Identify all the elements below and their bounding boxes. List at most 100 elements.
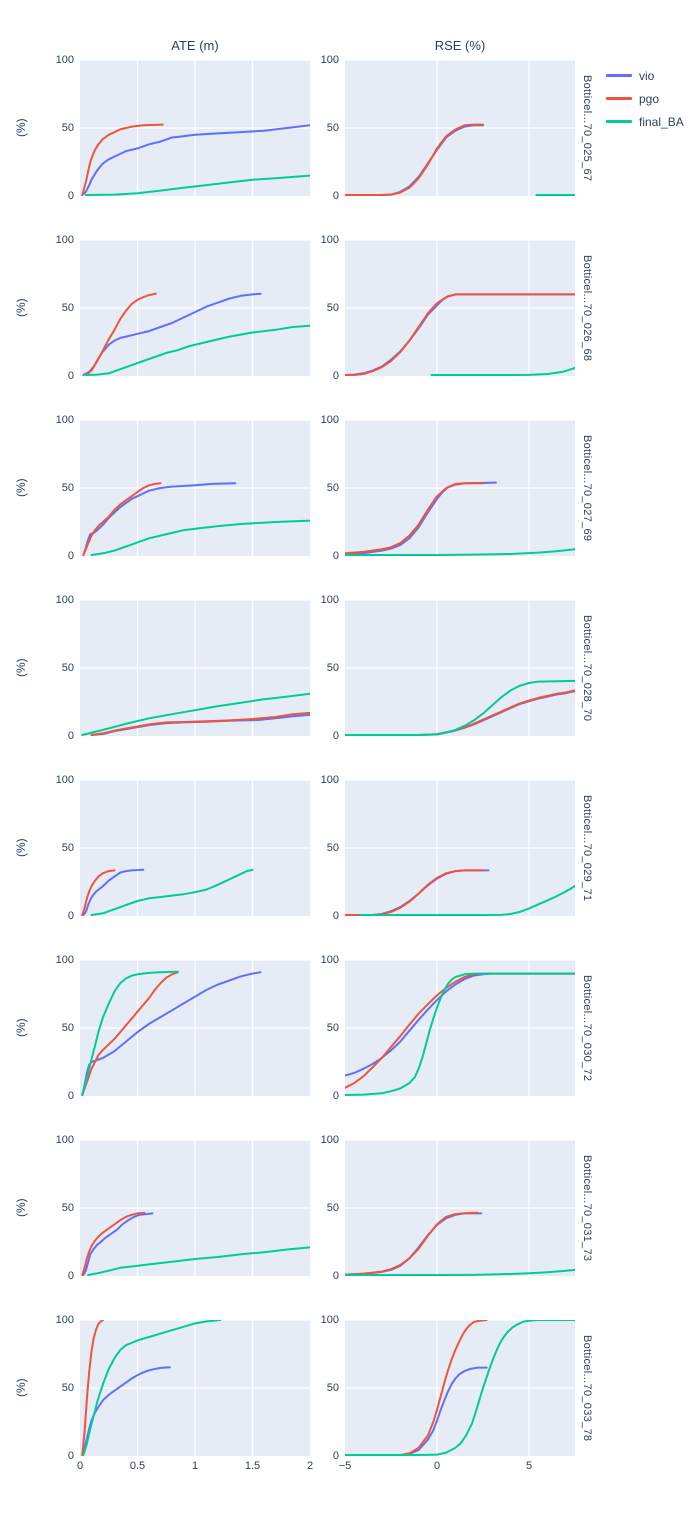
curve-pgo bbox=[345, 123, 484, 196]
legend-item-pgo[interactable]: pgo bbox=[606, 87, 684, 110]
x-tick-label: 1.5 bbox=[244, 1460, 261, 1472]
ate-plot-area bbox=[80, 960, 310, 1096]
curve-final_BA bbox=[345, 548, 575, 556]
row-label: Botticel...70_033_78 bbox=[581, 1334, 593, 1442]
subplot-rse-row6: 0 50 100 bbox=[321, 954, 575, 1102]
y-tick-label: 0 bbox=[67, 550, 74, 562]
curve-pgo bbox=[82, 482, 162, 556]
rse-plot-area bbox=[345, 600, 575, 736]
curve-vio bbox=[82, 292, 262, 376]
curve-pgo bbox=[81, 869, 116, 916]
curve-vio bbox=[82, 482, 237, 556]
y-tick-label: 100 bbox=[55, 954, 74, 966]
curve-final_BA bbox=[358, 885, 575, 916]
curve-pgo bbox=[345, 1211, 479, 1276]
legend: vio pgo final_BA bbox=[606, 64, 684, 133]
curve-final_BA bbox=[345, 1320, 575, 1456]
rse-plot-area bbox=[345, 1320, 575, 1456]
y-axis-title: (%) bbox=[14, 838, 28, 858]
subplot-rse-row3: 0 50 100 bbox=[321, 414, 575, 562]
y-tick-label: 100 bbox=[55, 594, 74, 606]
subplot-rse-row2: 0 50 100 bbox=[321, 234, 575, 382]
y-axis-title: (%) bbox=[14, 478, 28, 498]
y-tick-label: 50 bbox=[61, 842, 74, 854]
y-axis-title: (%) bbox=[14, 1378, 28, 1398]
legend-line-swatch-pgo bbox=[606, 97, 632, 100]
subplot-ate-row6: 0 50 100 bbox=[56, 954, 310, 1102]
row-label: Botticel...70_027_69 bbox=[581, 434, 593, 542]
legend-label-pgo: pgo bbox=[639, 91, 660, 106]
rse-plot-area bbox=[345, 420, 575, 556]
ate-plot-area bbox=[80, 780, 310, 916]
legend-label-vio: vio bbox=[639, 68, 655, 83]
subplot-ate-row3: 0 50 100 bbox=[56, 414, 310, 562]
subplot-rse-row4: 0 50 100 bbox=[321, 594, 575, 742]
y-tick-label: 0 bbox=[332, 910, 339, 922]
y-tick-label: 50 bbox=[326, 482, 339, 494]
y-tick-label: 100 bbox=[55, 1314, 74, 1326]
subplot-ate-row2: 0 50 100 bbox=[56, 234, 310, 382]
y-tick-label: 100 bbox=[320, 1314, 339, 1326]
curve-final_BA bbox=[345, 679, 575, 736]
row-label: Botticel...70_026_68 bbox=[581, 254, 593, 362]
y-tick-label: 50 bbox=[61, 482, 74, 494]
y-tick-label: 50 bbox=[326, 302, 339, 314]
curve-pgo bbox=[81, 123, 164, 196]
y-tick-label: 100 bbox=[320, 234, 339, 246]
ate-plot-area bbox=[80, 240, 310, 376]
legend-item-vio[interactable]: vio bbox=[606, 64, 684, 87]
subplot-rse-row1: 0 50 100 bbox=[321, 54, 575, 202]
y-tick-label: 0 bbox=[67, 1090, 74, 1102]
curve-final_BA bbox=[345, 972, 575, 1096]
y-tick-label: 50 bbox=[326, 122, 339, 134]
ate-plot-area bbox=[80, 60, 310, 196]
y-tick-label: 0 bbox=[332, 730, 339, 742]
ate-plot-area bbox=[80, 600, 310, 736]
rse-plot-area bbox=[345, 960, 575, 1096]
curve-final_BA bbox=[345, 1268, 575, 1276]
row-label: Botticel...70_030_72 bbox=[581, 974, 593, 1082]
curve-pgo bbox=[81, 1320, 104, 1456]
subplot-ate-row1: 0 50 100 bbox=[56, 54, 310, 202]
curve-vio bbox=[81, 1366, 171, 1456]
subplot-rse-row7: 0 50 100 bbox=[321, 1134, 575, 1282]
curve-final_BA bbox=[82, 1320, 222, 1456]
ate-plot-area bbox=[80, 1320, 310, 1456]
curve-final_BA bbox=[430, 366, 575, 376]
y-axis-title: (%) bbox=[14, 298, 28, 318]
curve-final_BA bbox=[90, 519, 310, 556]
y-tick-label: 50 bbox=[61, 122, 74, 134]
curve-vio bbox=[345, 293, 575, 376]
curve-vio bbox=[345, 972, 575, 1077]
subplot-ate-row8: 0 50 100 0 0.5 1 1.5 2 bbox=[56, 1314, 313, 1472]
y-tick-label: 50 bbox=[326, 842, 339, 854]
x-tick-label: −5 bbox=[338, 1460, 352, 1472]
y-tick-label: 50 bbox=[326, 1382, 339, 1394]
ate-plot-area bbox=[80, 420, 310, 556]
curve-pgo bbox=[84, 292, 157, 376]
y-tick-label: 50 bbox=[61, 302, 74, 314]
y-tick-label: 50 bbox=[61, 1382, 74, 1394]
x-tick-label: 0.5 bbox=[129, 1460, 146, 1472]
row-label: Botticel...70_025_67 bbox=[581, 74, 593, 182]
y-tick-label: 100 bbox=[55, 234, 74, 246]
y-tick-label: 50 bbox=[326, 1022, 339, 1034]
x-tick-label: 0 bbox=[76, 1460, 84, 1472]
x-tick-label: 5 bbox=[525, 1460, 533, 1472]
curve-vio bbox=[345, 124, 484, 196]
row-label: Botticel...70_028_70 bbox=[581, 614, 593, 722]
column-title-ate: ATE (m) bbox=[171, 38, 219, 53]
curve-vio bbox=[81, 971, 262, 1096]
y-tick-label: 0 bbox=[67, 1270, 74, 1282]
legend-item-final-ba[interactable]: final_BA bbox=[606, 110, 684, 133]
legend-line-swatch-final-ba bbox=[606, 120, 632, 123]
curve-pgo bbox=[90, 711, 310, 736]
subplot-rse-row5: 0 50 100 bbox=[321, 774, 575, 922]
rse-plot-area bbox=[345, 1140, 575, 1276]
x-tick-label: 2 bbox=[306, 1460, 314, 1472]
y-tick-label: 100 bbox=[55, 774, 74, 786]
y-tick-label: 0 bbox=[67, 370, 74, 382]
y-tick-label: 50 bbox=[61, 1022, 74, 1034]
curve-vio bbox=[81, 124, 310, 196]
